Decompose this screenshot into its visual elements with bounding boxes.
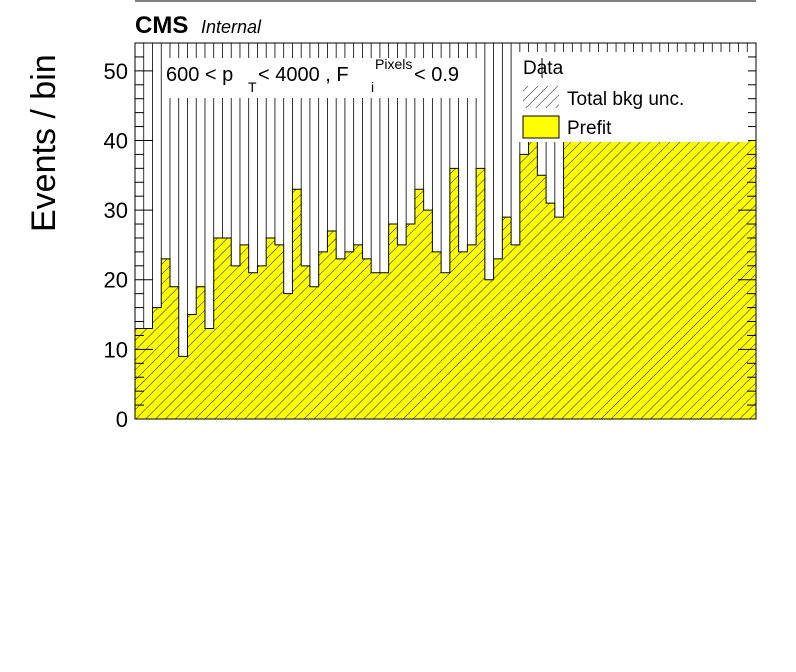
y-tick-label: 40 — [104, 128, 128, 153]
annotation-lead: 600 < p — [166, 64, 233, 86]
legend-entry-data: Data — [523, 58, 564, 79]
unc-hatch — [642, 140, 652, 419]
prefit-swatch-icon — [522, 115, 560, 139]
y-axis-ticks: 0 10 20 30 40 50 — [104, 42, 756, 432]
annotation-f-sub: i — [371, 79, 374, 95]
unc-hatch — [528, 140, 538, 419]
unc-hatch — [616, 140, 626, 419]
annotation-tail: < 0.9 — [414, 64, 459, 86]
plot-frame — [134, 42, 757, 420]
unc-hatch — [677, 140, 687, 419]
y-tick-label: 30 — [104, 198, 128, 223]
y-axis-label: Events / bin — [25, 54, 63, 232]
unc-hatch — [231, 265, 241, 419]
unc-hatch — [694, 140, 704, 419]
unc-hatch — [222, 237, 232, 419]
unc-hatch — [266, 237, 276, 419]
unc-hatch — [589, 140, 599, 419]
legend-label-prefit: Prefit — [567, 118, 612, 139]
unc-hatch — [362, 258, 372, 419]
legend: Data Total bkg unc. Prefit — [518, 52, 748, 142]
cms-label: CMS — [135, 12, 188, 39]
unc-hatch — [344, 251, 354, 419]
unc-hatch — [598, 140, 608, 419]
unc-hatch — [563, 140, 573, 419]
internal-label: Internal — [201, 17, 262, 37]
unc-hatch — [169, 286, 180, 419]
legend-entry-prefit: Prefit — [522, 115, 612, 139]
unc-hatch — [511, 244, 521, 419]
unc-hatch — [554, 217, 564, 419]
selection-annotation: 600 < p T < 4000 , F i Pixels < 0.9 — [163, 56, 481, 98]
y-tick-label: 20 — [104, 268, 128, 293]
unc-hatch — [379, 272, 389, 419]
unc-hatch — [301, 265, 311, 419]
y-tick-label: 10 — [104, 337, 128, 362]
hatch-swatch-icon — [523, 86, 559, 108]
unc-hatch — [309, 286, 319, 419]
unc-hatch — [703, 140, 713, 419]
unc-hatch — [458, 251, 468, 419]
unc-hatch — [729, 140, 739, 419]
unc-hatch — [581, 140, 591, 419]
unc-hatch — [493, 258, 503, 419]
unc-hatch — [659, 140, 669, 419]
unc-hatch — [283, 293, 293, 419]
unc-hatch — [388, 224, 398, 419]
unc-hatch — [519, 154, 529, 419]
unc-hatch — [651, 140, 661, 419]
unc-hatch — [327, 231, 337, 419]
unc-hatch — [248, 272, 258, 419]
legend-label-unc: Total bkg unc. — [567, 89, 684, 110]
unc-hatch — [721, 140, 731, 419]
annotation-backdrop — [163, 58, 481, 98]
unc-hatch — [274, 244, 284, 419]
unc-hatch — [432, 251, 442, 419]
unc-hatch — [712, 140, 722, 419]
y-tick-label: 0 — [116, 407, 128, 432]
annotation-mid: < 4000 , F — [258, 64, 349, 86]
unc-hatch — [406, 224, 416, 419]
unc-hatch — [143, 328, 153, 419]
unc-hatch — [178, 356, 188, 419]
unc-hatch — [204, 328, 215, 419]
unc-hatch — [239, 244, 250, 419]
unc-hatch — [686, 140, 696, 419]
unc-hatch — [633, 140, 643, 419]
unc-hatch — [353, 244, 363, 419]
uncertainty-hatches — [135, 140, 756, 419]
unc-hatch — [572, 140, 582, 419]
annotation-f-sup: Pixels — [375, 56, 412, 72]
unc-hatch — [502, 217, 512, 419]
unc-hatch — [196, 286, 206, 419]
unc-hatch — [484, 279, 494, 419]
unc-hatch — [397, 244, 407, 419]
unc-hatch — [467, 244, 477, 419]
legend-entry-unc: Total bkg unc. — [523, 86, 684, 110]
unc-hatch — [135, 328, 145, 419]
unc-hatch — [318, 251, 328, 419]
unc-hatch — [187, 314, 197, 419]
unc-hatch — [423, 210, 433, 419]
unc-hatch — [371, 272, 381, 419]
unc-hatch — [414, 189, 424, 419]
unc-hatch — [161, 258, 171, 419]
y-tick-label: 50 — [104, 59, 128, 84]
unc-hatch — [537, 175, 547, 419]
annotation-pt-sub: T — [248, 79, 257, 95]
unc-hatch — [152, 307, 162, 419]
legend-label-data: Data — [523, 58, 564, 79]
unc-hatch — [476, 168, 486, 419]
unc-hatch — [668, 140, 678, 419]
unc-hatch — [607, 140, 617, 419]
unc-hatch — [213, 237, 223, 419]
unc-hatch — [292, 189, 302, 419]
unc-hatch — [336, 258, 346, 419]
unc-hatch — [624, 140, 634, 419]
unc-hatch — [546, 203, 556, 419]
unc-hatch — [449, 168, 459, 419]
unc-hatch — [441, 272, 451, 419]
unc-hatch — [257, 265, 267, 419]
